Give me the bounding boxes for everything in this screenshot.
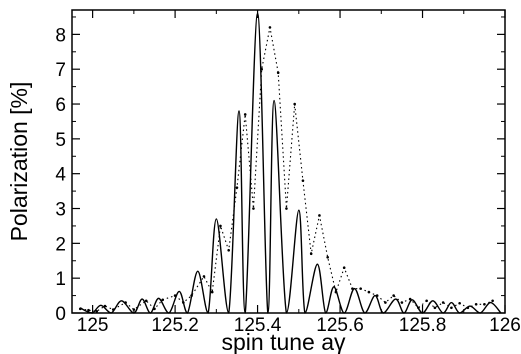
axis-ticks: 125 125.2 125.4 125.6 125.8 126 0 1 2 3 4 5 6 7 8 (55, 10, 521, 336)
measured-point (219, 224, 222, 228)
measured-point (367, 290, 371, 294)
measured-point (433, 306, 437, 310)
measured-point (408, 297, 412, 301)
plot-area (78, 12, 502, 314)
measured-point (95, 309, 99, 313)
measured-point (417, 306, 420, 310)
measured-point (359, 287, 362, 290)
x-tick-label: 125.2 (151, 315, 199, 336)
measured-point (483, 302, 486, 306)
measured-point (153, 307, 156, 311)
measured-point (318, 214, 321, 217)
measured-point (182, 301, 185, 304)
measured-point (334, 290, 338, 294)
x-tick-label: 125 (77, 315, 109, 336)
y-tick-label: 8 (55, 25, 66, 46)
y-tick-label: 1 (55, 269, 66, 290)
measured-point (111, 308, 115, 311)
measured-point (450, 306, 453, 310)
measured-point (268, 26, 272, 29)
measured-point (425, 299, 428, 303)
measured-point (474, 302, 478, 306)
measured-point (243, 113, 247, 116)
measured-point (235, 186, 239, 189)
measured-point (309, 252, 313, 256)
measured-point (124, 301, 127, 304)
y-tick-label: 3 (55, 200, 66, 221)
measured-point (375, 294, 379, 297)
measured-point (190, 294, 193, 297)
measured-point (441, 301, 445, 304)
y-tick-label: 2 (55, 234, 66, 255)
measured-point (392, 294, 395, 297)
measured-point (400, 301, 404, 304)
measured-point (210, 290, 214, 294)
fit-curve-line (79, 12, 502, 314)
measured-point (103, 304, 107, 308)
x-tick-label: 125.6 (316, 315, 364, 336)
x-tick-label: 126 (489, 315, 521, 336)
plot-frame (71, 9, 506, 314)
y-tick-label: 6 (55, 95, 66, 116)
measured-point (491, 299, 494, 303)
measured-dotted-line (80, 27, 493, 312)
measured-point (276, 71, 280, 74)
y-tick-label: 4 (55, 165, 66, 186)
measured-point (252, 207, 255, 210)
measured-point (342, 266, 346, 270)
measured-point (202, 275, 206, 278)
x-tick-label: 125.4 (234, 315, 282, 336)
measured-point (87, 308, 90, 312)
y-tick-label: 7 (55, 60, 66, 81)
measured-point (458, 301, 461, 305)
x-axis-title: spin tune aγ (221, 329, 346, 354)
measured-point (351, 287, 354, 290)
measured-point (144, 299, 148, 303)
measured-point (384, 301, 387, 304)
measured-point (285, 207, 288, 210)
measured-point (173, 294, 177, 297)
measured-point (466, 306, 470, 310)
x-tick-label: 125.8 (399, 315, 447, 336)
y-tick-label: 0 (55, 304, 66, 325)
measured-point (301, 179, 305, 182)
measured-point (326, 255, 329, 259)
y-axis-title: Polarization [%] (6, 82, 32, 242)
measured-point (227, 249, 231, 252)
y-tick-label: 5 (55, 130, 66, 151)
measured-point (78, 307, 82, 311)
measured-point (161, 298, 165, 302)
measured-point (260, 67, 263, 71)
measured-point (293, 102, 296, 106)
